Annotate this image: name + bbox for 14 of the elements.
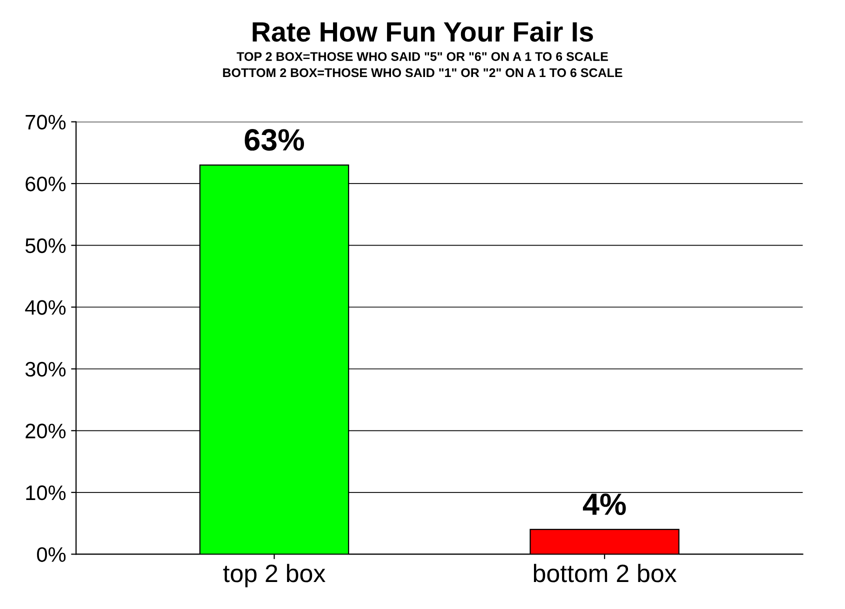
y-tick-label: 50% [25,238,66,254]
y-tick-label: 10% [26,485,66,500]
data-label: 4% [582,494,626,516]
y-tick-label: 40% [25,300,66,315]
y-tick-label: 70% [26,114,66,130]
x-tick-label: top 2 box [223,564,326,588]
chart-subtitle: TOP 2 BOX=THOSE WHO SAID "5" OR "6" ON A 1 TO 6 SCALE BOTTOM 2 BOX=THOSE WHO SAID "1" OR "2" ON A 1 TO 6 SCALE [223,52,622,78]
y-tick-label: 30% [25,362,66,377]
x-tick-label: bottom 2 box [534,564,677,582]
y-tick-label: 20% [26,424,66,438]
chart-title: Rate How Fun Your Fair Is [252,21,593,42]
data-label: 63% [244,129,304,151]
y-tick-label: 60% [26,176,66,192]
y-tick-label: 0% [37,547,66,562]
